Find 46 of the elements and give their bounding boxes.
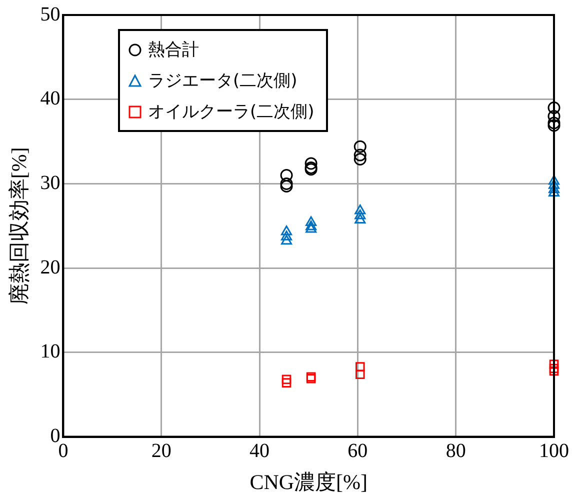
x-tick-label: 40 [250, 440, 270, 462]
point [281, 226, 292, 236]
point [548, 102, 560, 114]
point [549, 364, 559, 374]
y-tick-label: 40 [40, 88, 60, 110]
point [280, 177, 293, 190]
point [306, 216, 317, 226]
y-tick-label: 20 [40, 256, 60, 278]
point [355, 370, 365, 380]
y-tick-label: 30 [40, 172, 60, 194]
point [548, 174, 560, 185]
point [304, 157, 318, 170]
point [354, 140, 366, 153]
point [354, 148, 366, 162]
x-tick-label: 80 [446, 440, 466, 462]
point [548, 179, 560, 189]
point [306, 223, 317, 233]
point [280, 180, 293, 192]
x-tick-label: 100 [539, 440, 569, 462]
point [549, 360, 559, 369]
x-axis-title: CNG濃度[%] [250, 470, 368, 494]
point [281, 234, 292, 245]
point [355, 362, 365, 372]
x-tick-label: 60 [348, 440, 368, 462]
point [548, 116, 560, 130]
point [548, 119, 560, 132]
legend-label: 熱合計 [148, 39, 199, 61]
point [548, 183, 560, 194]
point [354, 210, 366, 220]
y-tick-label: 10 [40, 340, 60, 363]
x-tick-label: 20 [151, 440, 172, 462]
point [354, 204, 366, 214]
point [282, 374, 292, 384]
point [354, 214, 366, 224]
point [282, 378, 292, 388]
y-tick-label: 50 [40, 3, 60, 26]
legend-label: オイルクーラ(二次側) [148, 101, 314, 123]
point [354, 153, 366, 166]
y-axis-title: 廃熱回収効率[%] [7, 147, 32, 305]
point [548, 110, 560, 122]
point [306, 220, 317, 230]
legend-label: ラジエータ(二次側) [148, 70, 298, 92]
point [281, 230, 292, 240]
point [280, 169, 293, 182]
y-tick-label: 0 [50, 425, 60, 448]
point [549, 366, 559, 376]
